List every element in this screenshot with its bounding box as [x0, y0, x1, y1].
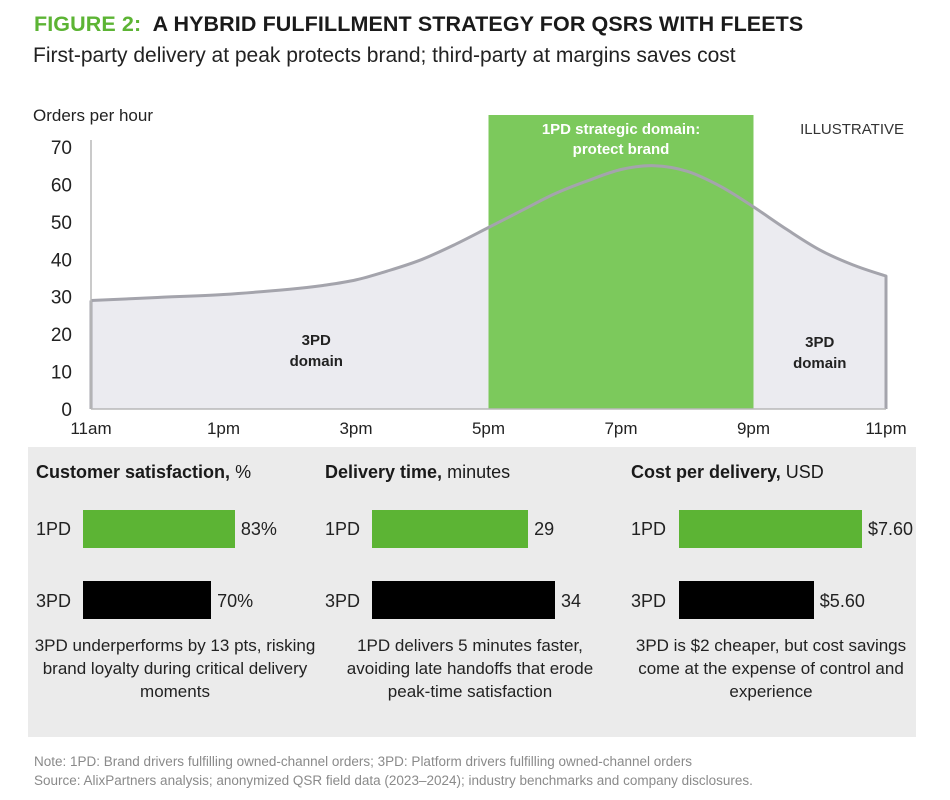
1pd-domain-band	[488, 115, 754, 409]
bar-value-3pd: $5.60	[819, 591, 865, 611]
bar-1pd	[679, 510, 862, 548]
figure-label: FIGURE 2:	[34, 12, 142, 36]
figure-title-text: A HYBRID FULFILLMENT STRATEGY FOR QSRS W…	[152, 12, 804, 36]
panel-title-bold: Cost per delivery,	[631, 462, 781, 482]
bar-value-3pd: 70%	[217, 591, 254, 611]
row-label-3pd: 3PD	[36, 591, 72, 611]
illustrative-tag: ILLUSTRATIVE	[800, 121, 904, 138]
panel-caption: 3PD underperforms by 13 pts, risking bra…	[34, 636, 316, 701]
3pd-domain-label-line1: 3PD	[805, 334, 834, 351]
row-label-3pd: 3PD	[325, 591, 361, 611]
cost-per-delivery-panel: Cost per delivery, USD 1PD $7.60 3PD $5.…	[631, 447, 916, 737]
panel-title: Customer satisfaction, %	[36, 462, 251, 483]
panel-title-unit: minutes	[447, 462, 511, 482]
x-tick-label: 7pm	[604, 419, 637, 438]
bar-1pd	[372, 510, 529, 548]
panel-caption: 3PD is $2 cheaper, but cost savings come…	[635, 636, 907, 701]
y-tick-label: 20	[51, 325, 72, 346]
footnote-source: Source: AlixPartners analysis; anonymize…	[34, 773, 753, 788]
panel-title-bold: Delivery time,	[325, 462, 443, 482]
panel-title-unit: %	[235, 462, 252, 482]
3pd-domain-label-line1: 3PD	[302, 332, 331, 349]
band-label-line1: 1PD strategic domain:	[542, 121, 700, 138]
x-tick-label: 5pm	[472, 419, 505, 438]
x-tick-label: 11pm	[865, 419, 906, 438]
y-tick-label: 30	[51, 288, 72, 309]
footnote-note: Note: 1PD: Brand drivers fulfilling owne…	[34, 754, 693, 769]
bar-3pd	[679, 581, 814, 619]
panel-caption: 1PD delivers 5 minutes faster, avoiding …	[346, 636, 594, 701]
bar-value-1pd: $7.60	[868, 519, 914, 539]
y-tick-label: 70	[51, 138, 72, 159]
x-tick-label: 9pm	[737, 419, 770, 438]
panel-title-bold: Customer satisfaction,	[36, 462, 231, 482]
3pd-domain-label-line2: domain	[793, 355, 846, 372]
row-label-1pd: 1PD	[325, 519, 361, 539]
x-tick-label: 1pm	[207, 419, 240, 438]
x-tick-label: 3pm	[339, 419, 372, 438]
footnote: Note: 1PD: Brand drivers fulfilling owne…	[34, 752, 753, 790]
panel-title-unit: USD	[785, 462, 824, 482]
y-tick-label: 60	[51, 175, 72, 196]
y-tick-label: 0	[61, 400, 72, 421]
3pd-domain-label-line2: domain	[290, 353, 343, 370]
y-axis-title: Orders per hour	[33, 106, 153, 125]
row-label-1pd: 1PD	[631, 519, 667, 539]
y-tick-label: 10	[51, 363, 72, 384]
x-tick-label: 11am	[70, 419, 111, 438]
customer-satisfaction-panel: Customer satisfaction, % 1PD 83% 3PD 70%…	[35, 447, 321, 737]
panel-title: Cost per delivery, USD	[631, 462, 824, 483]
bar-value-3pd: 34	[561, 591, 582, 611]
orders-curve	[90, 164, 888, 409]
figure-title: FIGURE 2: A HYBRID FULFILLMENT STRATEGY …	[34, 12, 803, 37]
figure-subtitle: First-party delivery at peak protects br…	[33, 44, 736, 67]
orders-per-hour-chart: 0 10 20 30 40 50 60 70 11am 1pm 3pm 5pm 7pm 9pm 11pm Or…	[33, 106, 907, 438]
y-tick-label: 50	[51, 213, 72, 234]
bar-3pd	[83, 581, 212, 619]
comparison-panels: Customer satisfaction, % 1PD 83% 3PD 70%…	[28, 447, 916, 737]
panel-title: Delivery time, minutes	[325, 462, 510, 483]
row-label-3pd: 3PD	[631, 591, 667, 611]
bar-value-1pd: 29	[534, 519, 555, 539]
y-tick-label: 40	[51, 250, 72, 271]
row-label-1pd: 1PD	[36, 519, 72, 539]
bar-value-1pd: 83%	[240, 519, 277, 539]
band-label-line2: protect brand	[573, 141, 670, 158]
bar-3pd	[372, 581, 555, 619]
bar-1pd	[83, 510, 235, 548]
delivery-time-panel: Delivery time, minutes 1PD 29 3PD 34 1PD…	[325, 447, 620, 737]
